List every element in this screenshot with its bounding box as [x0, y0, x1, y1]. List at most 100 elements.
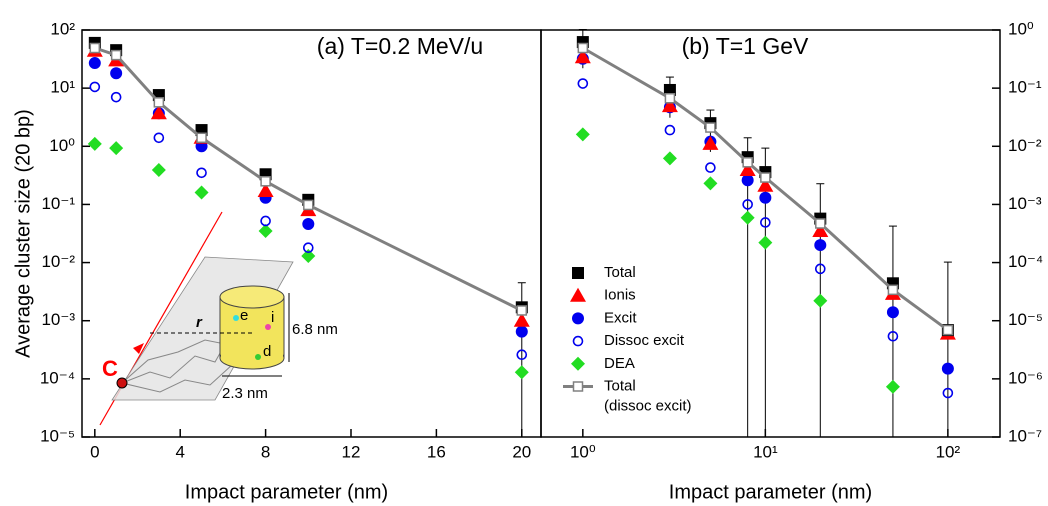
marker-diamond [194, 185, 209, 200]
marker-triangle [661, 98, 678, 113]
marker-open-square [942, 324, 954, 336]
marker-open-circle [814, 263, 826, 275]
annotation: 6.8 nm [292, 321, 338, 338]
y-tick-label: 10⁰ [1008, 19, 1034, 38]
legend-label: Ionis [604, 287, 636, 304]
x-tick-label: 12 [342, 442, 361, 461]
marker-open-circle [110, 91, 122, 103]
marker-square [572, 267, 584, 279]
inset-diagram: r e i d 6.8 nm 2.3 nm C [99, 211, 338, 426]
y-tick-label: 10⁻³ [41, 310, 75, 329]
marker-open-square [664, 93, 676, 104]
marker-open-square [887, 284, 899, 296]
y-tick-label: 10⁰ [49, 136, 75, 155]
error-bar [943, 261, 952, 437]
event-e [233, 315, 239, 321]
y-tick-label: 10⁻⁷ [1008, 426, 1042, 445]
annotation: i [271, 309, 274, 326]
marker-diamond [758, 235, 773, 250]
x-axis-title: Impact parameter (nm) [185, 481, 388, 503]
marker-open-circle [302, 242, 314, 254]
legend-label: DEA [604, 355, 635, 372]
marker-open-circle [260, 215, 271, 227]
y-tick-label: 10¹ [50, 78, 75, 97]
marker-open-circle [516, 349, 528, 361]
marker-diamond [151, 163, 166, 178]
legend-label: Dissoc excit [604, 332, 685, 349]
annotation: d [263, 343, 271, 360]
marker-triangle [739, 162, 756, 177]
marker-square [663, 83, 676, 96]
marker-diamond [813, 293, 828, 308]
marker-circle [110, 67, 123, 80]
marker-circle [759, 191, 772, 204]
series-line [582, 46, 949, 332]
marker-open-square [742, 157, 753, 168]
series-line [94, 46, 523, 312]
panel-title: (a) T=0.2 MeV/u [317, 33, 483, 59]
y-axis-title: Average cluster size (20 bp) [12, 109, 34, 358]
marker-open-square [89, 42, 101, 54]
marker-open-circle [196, 167, 207, 179]
event-d [255, 354, 261, 360]
marker-open-circle [887, 330, 899, 342]
marker-open-square [196, 132, 207, 144]
marker-open-square [705, 122, 716, 133]
c-point [116, 377, 128, 389]
marker-circle [886, 306, 899, 319]
x-tick-label: 10⁰ [570, 442, 596, 461]
x-tick-label: 4 [175, 442, 184, 461]
marker-open-square [153, 97, 165, 108]
marker-triangle [757, 177, 774, 192]
marker-diamond [109, 141, 124, 156]
marker-open-square [815, 218, 826, 229]
track-arrowhead [133, 343, 144, 354]
legend-label: Excit [604, 309, 637, 326]
annotation: C [102, 356, 118, 381]
marker-triangle [513, 312, 530, 327]
marker-open-circle [153, 132, 165, 144]
y-tick-label: 10² [50, 19, 75, 38]
annotation: 2.3 nm [222, 385, 268, 402]
track-path [121, 317, 241, 384]
y-tick-label: 10⁻¹ [41, 194, 75, 213]
marker-open-square [516, 305, 528, 316]
marker-open-square [260, 176, 271, 187]
marker-open-square [110, 49, 122, 61]
marker-open-square [303, 199, 314, 211]
error-bar [743, 137, 752, 437]
y-tick-label: 10⁻⁶ [1008, 368, 1043, 387]
marker-open-square [577, 42, 589, 54]
marker-triangle [150, 105, 167, 120]
marker-open-circle [742, 199, 753, 210]
cylinder-top [219, 285, 285, 309]
marker-diamond [258, 223, 273, 238]
marker-diamond [575, 127, 590, 142]
y-tick-label: 10⁻⁵ [40, 426, 75, 445]
y-tick-label: 10⁻⁵ [1008, 310, 1043, 329]
plot-frame [540, 29, 1001, 438]
x-tick-label: 8 [261, 442, 270, 461]
marker-open-circle [705, 162, 716, 173]
marker-diamond [740, 210, 755, 225]
marker-open-circle [577, 78, 589, 89]
x-tick-label: 10¹ [753, 442, 778, 461]
marker-diamond [87, 136, 102, 151]
y-tick-label: 10⁻⁴ [40, 368, 75, 387]
marker-circle [572, 312, 584, 325]
marker-diamond [885, 379, 900, 394]
marker-circle [88, 57, 101, 70]
marker-diamond [703, 176, 718, 191]
marker-open-square [760, 172, 771, 183]
marker-open-circle [89, 81, 101, 93]
marker-triangle [812, 222, 829, 237]
marker-diamond [571, 356, 585, 371]
x-tick-label: 16 [427, 442, 446, 461]
y-tick-label: 10⁻² [1008, 136, 1042, 155]
legend-label: Total (dissoc excit) [604, 377, 692, 414]
event-i [265, 324, 271, 330]
annotation: e [240, 307, 248, 324]
marker-triangle [702, 135, 719, 150]
annotation: r [196, 314, 203, 331]
